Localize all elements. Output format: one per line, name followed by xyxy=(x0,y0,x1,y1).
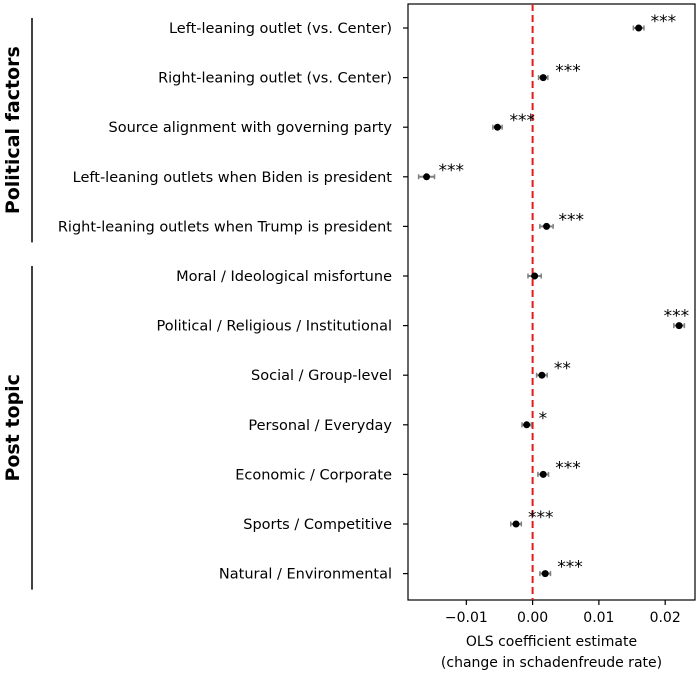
row-label: Right-leaning outlet (vs. Center) xyxy=(158,71,392,87)
group-label: Political factors xyxy=(2,46,24,214)
significance-stars: *** xyxy=(651,12,677,32)
row-label: Moral / Ideological misfortune xyxy=(176,269,392,285)
x-tick-label: 0.00 xyxy=(517,610,548,626)
estimate-point xyxy=(531,272,539,280)
x-axis-label: OLS coefficient estimate xyxy=(466,634,637,650)
x-tick-label: 0.02 xyxy=(650,610,681,626)
estimate-point xyxy=(423,173,431,181)
row-label: Left-leaning outlets when Biden is presi… xyxy=(73,170,393,186)
estimate-point xyxy=(539,74,547,82)
group-label: Post topic xyxy=(2,374,24,482)
estimate-point xyxy=(538,371,546,379)
row-label: Social / Group-level xyxy=(251,368,392,384)
row-label: Source alignment with governing party xyxy=(109,120,393,136)
group-brackets: Political factors Post topic xyxy=(2,18,33,590)
estimate-point xyxy=(539,470,547,478)
significance-stars: ** xyxy=(554,359,571,379)
significance-stars: * xyxy=(539,409,548,429)
significance-stars: *** xyxy=(557,558,583,578)
x-axis-label-subtitle: (change in schadenfreude rate) xyxy=(441,655,662,671)
row-label: Political / Religious / Institutional xyxy=(156,319,392,335)
row-label: Left-leaning outlet (vs. Center) xyxy=(169,21,392,37)
significance-stars: *** xyxy=(559,210,585,230)
estimate-point xyxy=(543,222,551,230)
estimate-point xyxy=(512,520,520,528)
significance-stars: *** xyxy=(528,508,554,528)
x-tick-label: 0.01 xyxy=(583,610,614,626)
significance-stars: *** xyxy=(664,307,690,327)
significance-stars: *** xyxy=(439,161,465,181)
x-tick-label: −0.01 xyxy=(445,610,488,626)
estimate-point xyxy=(675,322,683,330)
x-axis: −0.01 0.00 0.01 0.02 xyxy=(445,600,681,626)
row-labels: Left-leaning outlet (vs. Center) Right-le… xyxy=(58,21,408,583)
estimate-point xyxy=(523,421,531,429)
estimate-point xyxy=(541,570,549,578)
row-label: Sports / Competitive xyxy=(243,517,392,533)
row-label: Natural / Environmental xyxy=(219,567,392,583)
row-label: Economic / Corporate xyxy=(235,467,392,483)
estimate-marks: ****************************** xyxy=(417,12,690,578)
row-label: Right-leaning outlets when Trump is pres… xyxy=(58,219,392,235)
significance-stars: *** xyxy=(555,458,581,478)
row-label: Personal / Everyday xyxy=(248,418,392,434)
significance-stars: *** xyxy=(509,111,534,131)
estimate-point xyxy=(493,123,501,131)
significance-stars: *** xyxy=(555,62,581,82)
estimate-point xyxy=(635,24,643,32)
plot-frame xyxy=(407,3,696,601)
